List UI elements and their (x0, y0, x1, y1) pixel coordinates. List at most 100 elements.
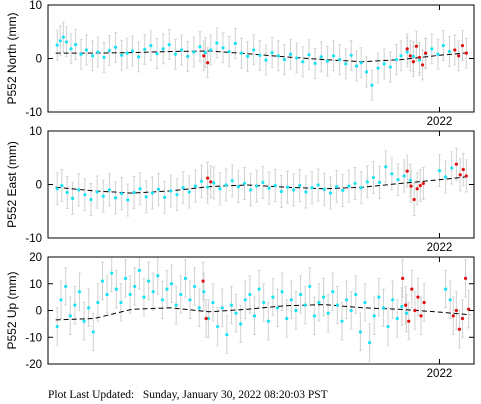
panel-east: -10 0 10 2022 P552 East (mm) (5, 126, 475, 254)
data-point (257, 287, 261, 291)
data-point (245, 54, 250, 58)
data-point (218, 187, 222, 191)
y-axis-label-up: P552 Up (mm) (5, 271, 19, 349)
recent-data-point (410, 287, 414, 291)
data-point (411, 54, 415, 58)
recent-data-point (412, 197, 416, 202)
data-point (331, 54, 336, 58)
recent-data-point (458, 173, 462, 177)
recent-data-point (413, 308, 417, 313)
data-point (221, 46, 225, 50)
recent-data-point (454, 162, 458, 166)
data-point (391, 298, 395, 302)
y-tick-label: 20 (29, 252, 42, 264)
data-point (252, 48, 256, 52)
data-point (105, 292, 109, 297)
data-point (110, 271, 114, 275)
data-point (82, 319, 86, 323)
data-point (242, 181, 247, 186)
data-point (313, 61, 317, 65)
data-point (95, 190, 99, 194)
y-tick-label: 0 (36, 306, 42, 318)
recent-data-point (421, 181, 425, 186)
data-point (321, 295, 326, 299)
data-point (179, 48, 184, 52)
data-point (448, 298, 452, 302)
data-point (275, 306, 280, 310)
data-point (64, 40, 69, 44)
data-point (384, 165, 388, 169)
data-point (340, 319, 344, 323)
data-point (165, 287, 169, 291)
data-point (359, 186, 363, 190)
data-point (211, 300, 215, 305)
recent-data-point (405, 169, 409, 173)
data-point (402, 174, 406, 178)
data-point (381, 306, 386, 310)
data-point (173, 52, 178, 56)
data-point (436, 52, 440, 56)
y-tick-label: -20 (25, 359, 42, 371)
data-point (143, 47, 147, 52)
data-point (60, 183, 64, 188)
last-updated-footer: Plot Last Updated: Sunday, January 30, 2… (48, 389, 328, 401)
data-point (307, 53, 311, 57)
recent-data-point (451, 314, 455, 318)
data-point (295, 56, 299, 60)
data-point (444, 287, 448, 291)
data-point (354, 64, 359, 68)
data-point (215, 41, 219, 45)
data-point (386, 324, 390, 329)
x-tick-label: 2022 (427, 368, 453, 380)
data-point (394, 57, 399, 62)
data-point (390, 172, 394, 176)
data-point (73, 303, 77, 307)
data-point (175, 193, 179, 197)
data-point (400, 304, 404, 309)
data-point (285, 316, 289, 321)
data-point (331, 290, 335, 294)
data-point (358, 330, 362, 334)
recent-data-point (414, 44, 419, 48)
data-point (227, 49, 231, 54)
data-point (149, 44, 153, 48)
data-point (123, 276, 128, 280)
data-point (209, 48, 213, 52)
data-point (65, 190, 69, 195)
data-point (233, 41, 237, 46)
data-point (365, 180, 369, 184)
data-point (230, 179, 234, 183)
data-point (151, 290, 155, 294)
data-point (70, 196, 75, 201)
y-tick-label: 0 (36, 54, 42, 66)
y-axis-label-east: P552 East (mm) (5, 141, 19, 228)
data-point (292, 188, 296, 192)
recent-data-point (457, 327, 462, 331)
data-point (280, 290, 284, 294)
data-point (430, 47, 434, 51)
data-point (376, 66, 380, 70)
data-point (83, 193, 87, 197)
data-point (96, 300, 100, 305)
data-point (258, 53, 262, 57)
data-point (199, 179, 204, 183)
data-point (349, 53, 353, 57)
recent-data-point (464, 51, 468, 55)
data-point (169, 282, 174, 286)
recent-data-point (204, 316, 208, 321)
data-point (77, 188, 81, 192)
data-point (125, 51, 129, 55)
data-point (203, 51, 207, 55)
recent-data-point (417, 55, 422, 60)
trend-line (55, 176, 471, 194)
data-point (120, 191, 124, 196)
data-point (335, 303, 339, 307)
data-point (396, 178, 400, 182)
data-point (368, 341, 372, 345)
data-point (197, 306, 201, 310)
data-point (136, 55, 141, 59)
data-point (68, 314, 72, 318)
recent-data-point (453, 48, 457, 52)
data-point (298, 292, 303, 297)
data-point (349, 308, 353, 313)
